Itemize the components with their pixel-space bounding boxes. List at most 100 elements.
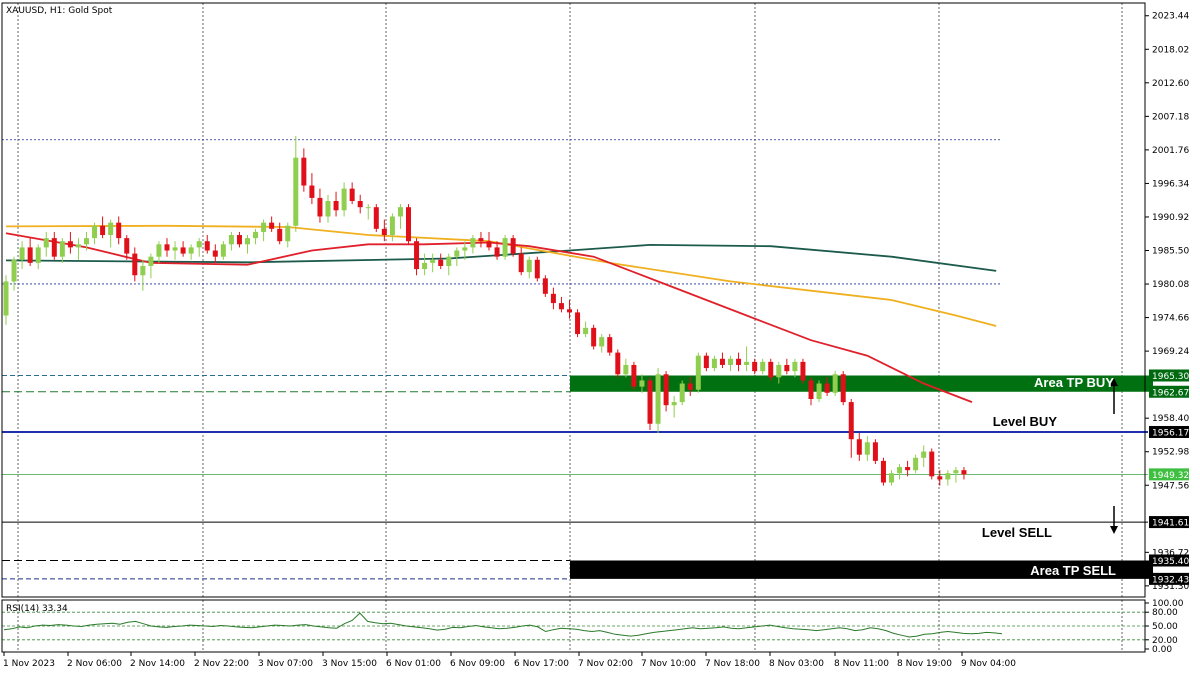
area-tp-sell-zone xyxy=(570,560,1153,579)
candle-body xyxy=(905,467,911,471)
candle-body xyxy=(180,247,186,254)
y-tick-label: 1990.92 xyxy=(1152,213,1189,223)
candle-body xyxy=(510,238,516,254)
price-tag-tp-buy-top xyxy=(1149,369,1189,382)
rsi-line xyxy=(3,612,1003,638)
price-tag-label-tp-sell-top: 1935.40 xyxy=(1152,557,1189,567)
candle-body xyxy=(848,402,854,440)
y-tick-label: 1974.66 xyxy=(1152,314,1189,324)
x-tick-label: 3 Nov 15:00 xyxy=(322,659,377,669)
candle-body xyxy=(655,374,661,424)
candle-body xyxy=(325,201,331,217)
candle-body xyxy=(397,207,403,217)
candle-body xyxy=(430,259,436,263)
candle-body xyxy=(663,374,669,406)
y-tick-label: 2001.76 xyxy=(1152,146,1189,156)
candle-body xyxy=(961,470,967,475)
rsi-tick-label: 80.00 xyxy=(1152,608,1178,618)
candle-body xyxy=(639,380,645,387)
candle-body xyxy=(293,157,299,226)
candle-body xyxy=(752,361,758,372)
candle-body xyxy=(824,383,830,393)
candle-body xyxy=(897,467,903,474)
candle-body xyxy=(615,352,621,375)
candle-body xyxy=(309,185,315,198)
y-tick-label: 1980.08 xyxy=(1152,280,1189,290)
candle-body xyxy=(357,201,363,208)
x-tick-label: 6 Nov 01:00 xyxy=(386,659,441,669)
candle-body xyxy=(945,473,951,480)
sell-arrow-head xyxy=(1110,526,1118,534)
candle-body xyxy=(671,402,677,406)
chart-title: XAUUSD, H1: Gold Spot xyxy=(6,6,113,16)
candle-body xyxy=(381,228,387,236)
rsi-tick-label: 20.00 xyxy=(1152,636,1178,646)
price-tag-label-level-buy: 1956.17 xyxy=(1152,428,1189,438)
candle-body xyxy=(486,241,492,248)
candle-body xyxy=(27,247,33,263)
moving-average-ma_red xyxy=(5,232,973,403)
candle-body xyxy=(301,157,307,186)
candle-body xyxy=(333,201,339,211)
x-axis-ticks: 1 Nov 2023 2 Nov 06:00 2 Nov 14:00 2 Nov 22… xyxy=(3,652,1016,669)
candle-body xyxy=(534,259,540,279)
candle-body xyxy=(768,361,774,378)
candle-body xyxy=(526,259,532,273)
candle-body xyxy=(172,247,178,251)
candle-body xyxy=(462,247,468,251)
candle-body xyxy=(784,364,790,372)
area-tp-buy-zone xyxy=(570,375,1153,392)
candle-body xyxy=(792,361,798,372)
candle-body xyxy=(406,207,411,242)
candle-body xyxy=(228,235,234,245)
candle-body xyxy=(422,262,428,270)
level-lines xyxy=(2,139,1148,580)
price-tag-label-level-sell: 1941.61 xyxy=(1152,519,1189,529)
candle-body xyxy=(67,241,73,248)
candle-body xyxy=(679,383,685,403)
candle-body xyxy=(856,439,862,455)
candle-body xyxy=(864,442,870,455)
price-pane-frame xyxy=(1,2,1146,598)
candle-body xyxy=(623,364,629,375)
candle-body xyxy=(808,380,814,399)
candle-body xyxy=(470,238,476,248)
candle-body xyxy=(607,337,613,353)
candle-body xyxy=(711,358,717,369)
x-tick-label: 7 Nov 10:00 xyxy=(641,659,696,669)
candle-body xyxy=(832,374,838,393)
candle-body xyxy=(575,312,581,335)
candle-body xyxy=(454,250,460,257)
y-tick-label: 1985.50 xyxy=(1152,247,1189,257)
price-tags: 1965.30 1962.67 1956.17 1949.32 1941.61 1935.… xyxy=(1149,369,1189,585)
candle-body xyxy=(583,327,589,335)
candle-body xyxy=(204,241,210,251)
candle-body xyxy=(389,216,395,236)
x-tick-label: 2 Nov 06:00 xyxy=(67,659,122,669)
price-tag-tp-buy-bottom xyxy=(1149,385,1189,398)
candle-body xyxy=(502,238,508,257)
candle-body xyxy=(800,361,806,381)
candle-body xyxy=(188,247,194,254)
candle-body xyxy=(19,247,25,260)
rsi-tick-label: 50.00 xyxy=(1152,622,1178,632)
rsi-label: RSI(14) 33.34 xyxy=(6,604,68,614)
candle-body xyxy=(100,225,106,236)
candle-body xyxy=(349,188,355,201)
candle-body xyxy=(51,238,57,257)
candle-body xyxy=(728,358,733,365)
price-tag-level-sell xyxy=(1149,516,1189,529)
candle-body xyxy=(872,442,878,461)
candle-body xyxy=(373,207,379,229)
candle-body xyxy=(341,188,347,211)
candle-body xyxy=(196,241,202,248)
candle-body xyxy=(92,225,98,239)
price-tag-label-current-price: 1949.32 xyxy=(1152,471,1189,481)
candle-body xyxy=(913,457,919,471)
x-tick-label: 8 Nov 19:00 xyxy=(897,659,952,669)
candle-body xyxy=(414,241,420,270)
x-tick-label: 3 Nov 07:00 xyxy=(258,659,313,669)
x-tick-label: 7 Nov 02:00 xyxy=(578,659,633,669)
candle-body xyxy=(558,303,564,310)
y-tick-label: 1996.34 xyxy=(1152,179,1189,189)
